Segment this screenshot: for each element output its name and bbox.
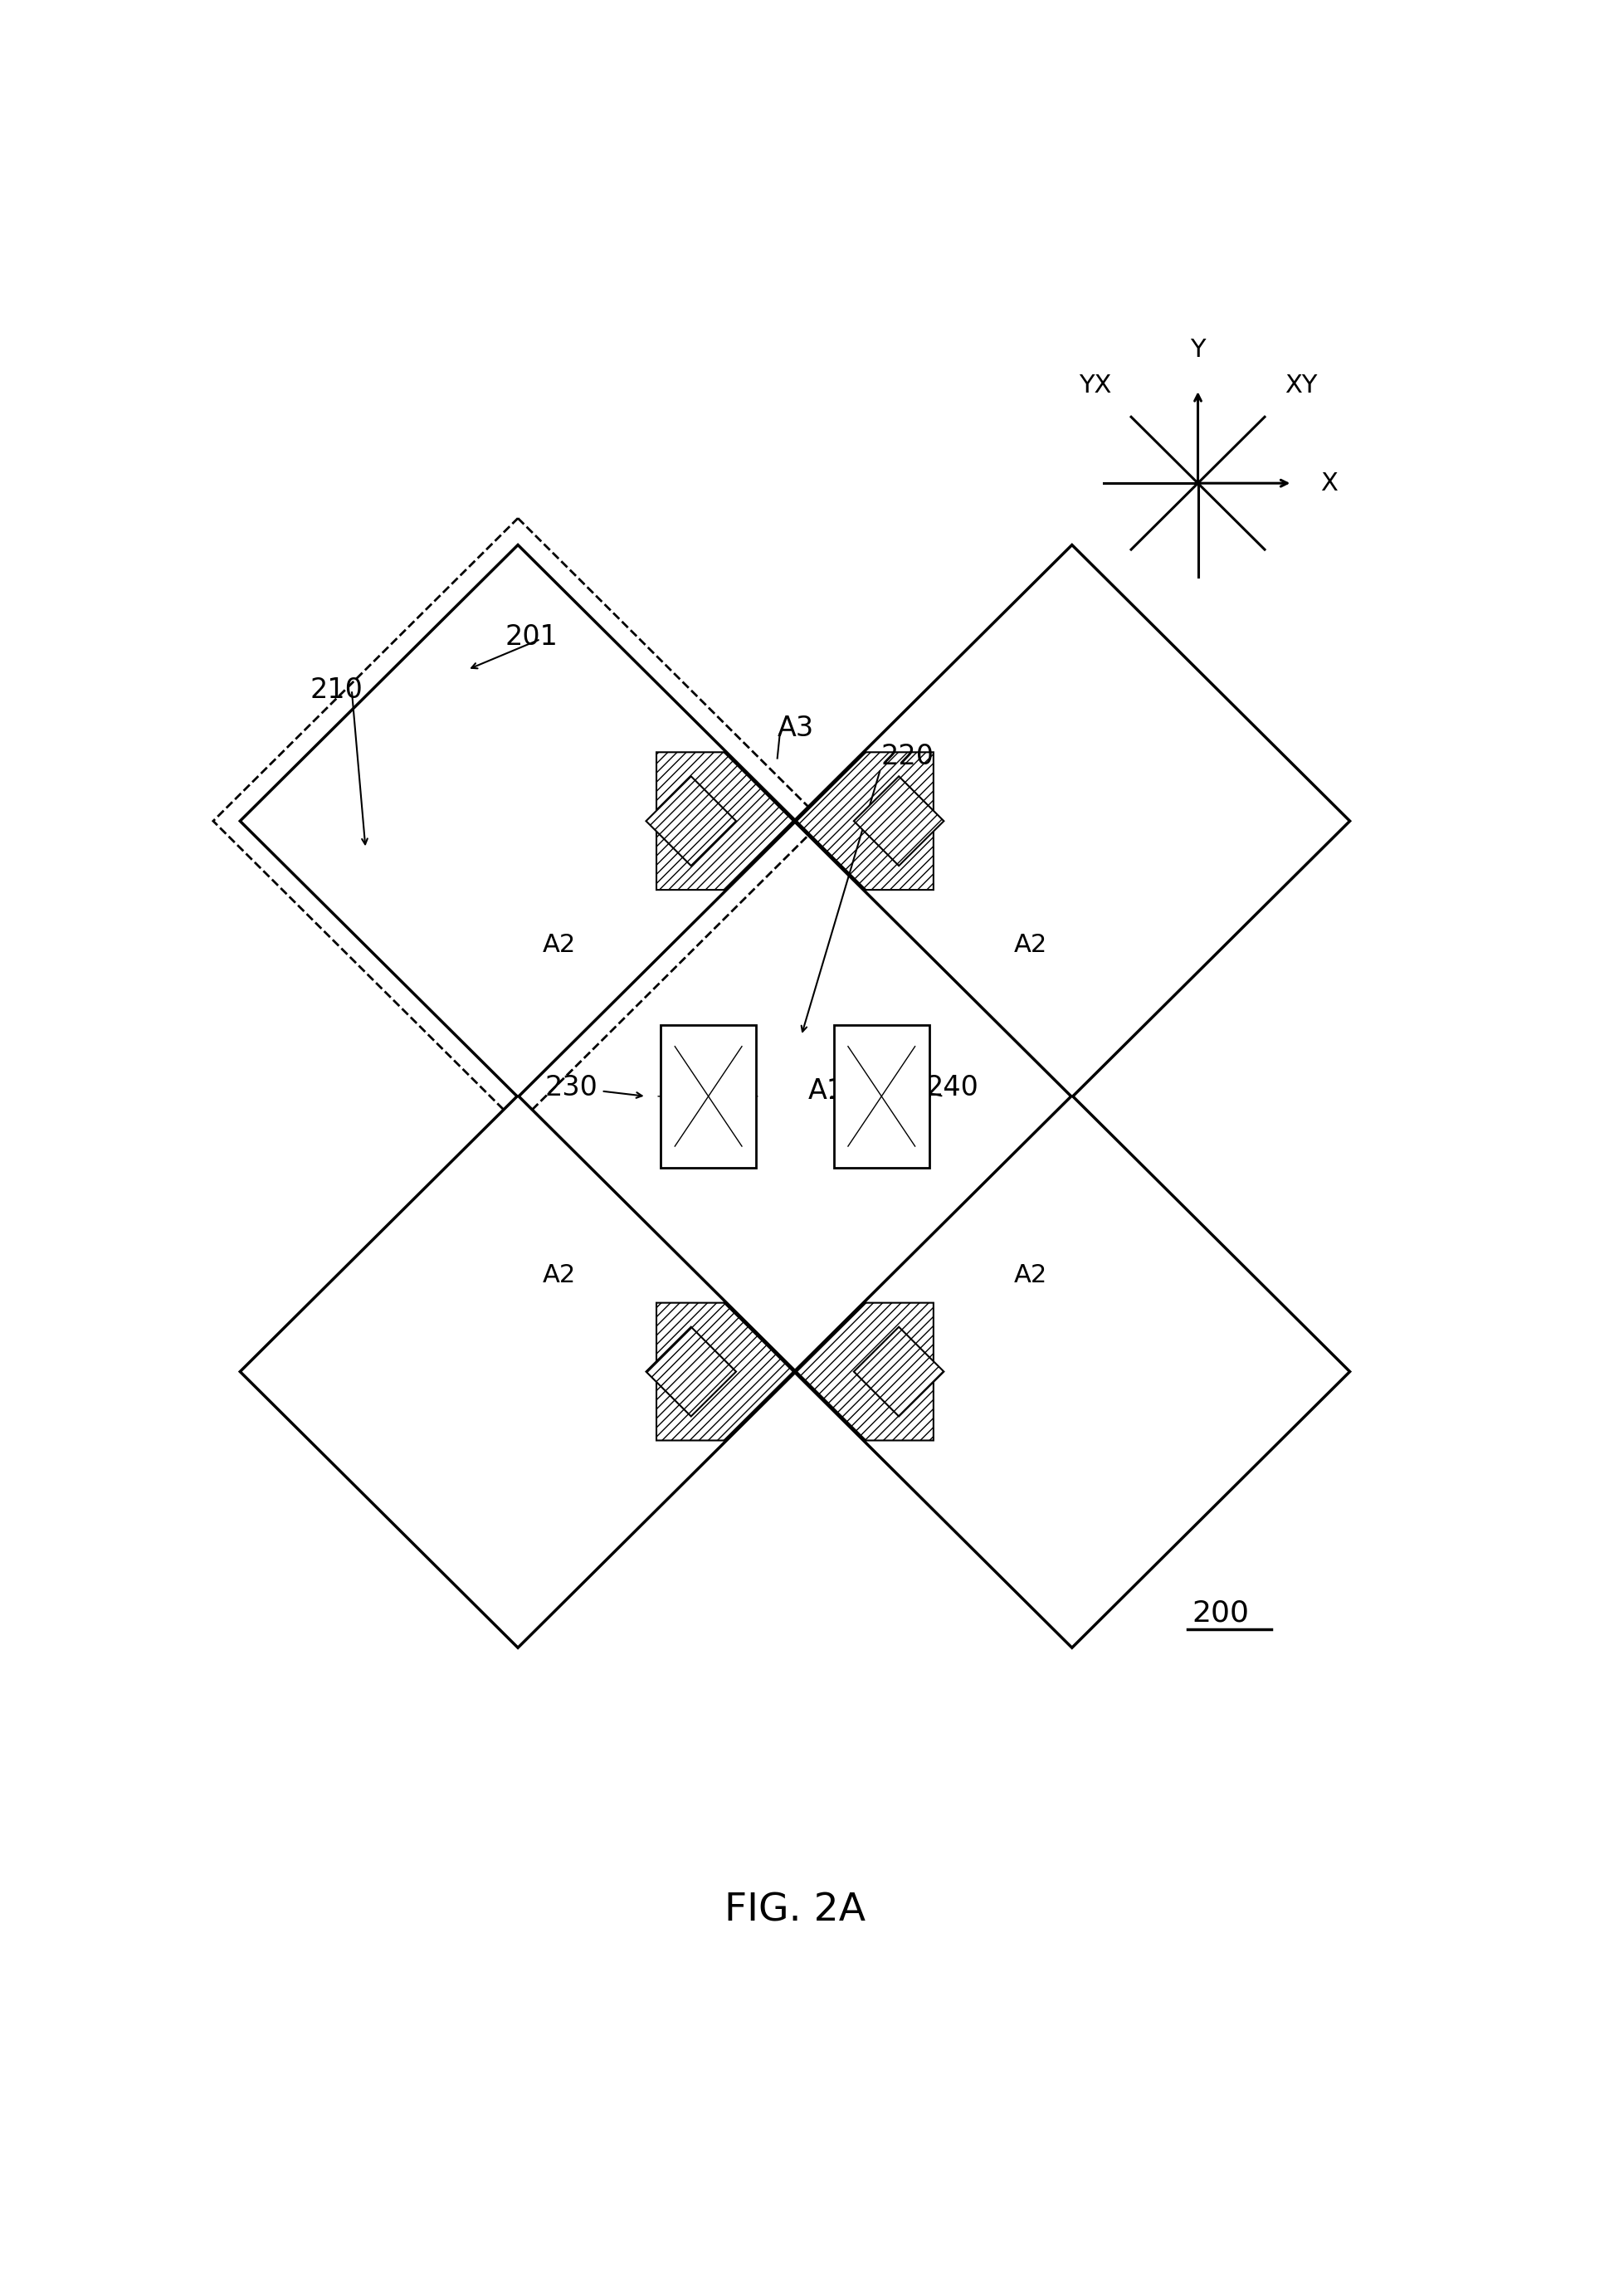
Polygon shape (794, 546, 1348, 1097)
Text: 220: 220 (880, 744, 934, 771)
Text: X: X (1319, 471, 1337, 496)
Polygon shape (240, 546, 726, 1097)
Text: 240: 240 (926, 1074, 978, 1101)
Text: FIG. 2A: FIG. 2A (724, 1893, 866, 1929)
Polygon shape (853, 1326, 944, 1417)
Polygon shape (794, 1097, 1348, 1647)
Text: 200: 200 (1190, 1599, 1249, 1627)
FancyBboxPatch shape (833, 1026, 929, 1167)
Polygon shape (646, 1326, 736, 1417)
Text: A2: A2 (1013, 1263, 1046, 1288)
Text: Y: Y (1190, 337, 1205, 362)
Text: A3: A3 (776, 714, 814, 742)
Text: 201: 201 (505, 623, 559, 651)
Text: A2: A2 (542, 1263, 577, 1288)
Polygon shape (240, 1097, 794, 1647)
Polygon shape (853, 776, 944, 867)
Text: 210: 210 (310, 676, 362, 703)
Polygon shape (864, 546, 1348, 1097)
Text: 230: 230 (544, 1074, 598, 1101)
Polygon shape (864, 1097, 1348, 1647)
Text: A2: A2 (1013, 933, 1046, 958)
Polygon shape (240, 1097, 726, 1647)
Text: YX: YX (1078, 373, 1111, 398)
Text: A1: A1 (807, 1078, 844, 1106)
Polygon shape (240, 546, 794, 1097)
Text: XY: XY (1283, 373, 1317, 398)
FancyBboxPatch shape (661, 1026, 755, 1167)
Polygon shape (646, 776, 736, 867)
Text: A2: A2 (542, 933, 577, 958)
